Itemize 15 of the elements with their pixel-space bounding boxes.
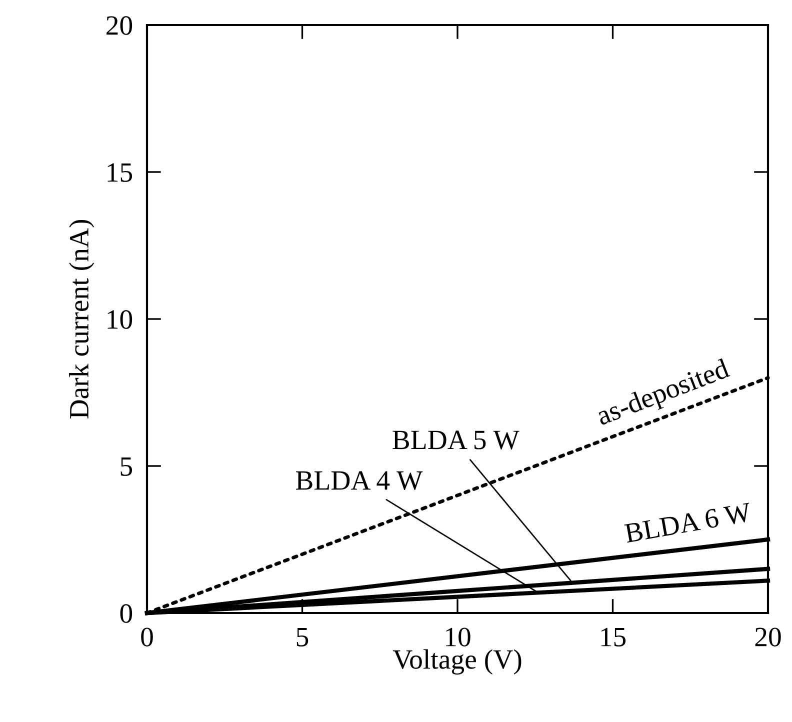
x-tick-label: 15: [601, 628, 626, 646]
x-tick-label: 5: [296, 628, 308, 646]
x-tick-label: 0: [141, 628, 153, 646]
y-tick-label: 0: [120, 604, 132, 623]
y-tick-label: 10: [108, 310, 132, 329]
annotation: BLDA 4 W: [296, 471, 423, 490]
annotation: BLDA 6 W: [624, 502, 752, 544]
x-tick-label: 20: [755, 628, 781, 646]
x-axis-title: Voltage (V): [392, 649, 522, 675]
y-tick-label: 5: [120, 457, 132, 476]
y-axis-title: Dark current (nA): [69, 220, 94, 418]
x-tick-label: 10: [446, 628, 470, 646]
annotation: BLDA 5 W: [392, 430, 520, 450]
y-tick-label: 20: [106, 16, 132, 35]
y-tick-label: 15: [108, 163, 132, 182]
